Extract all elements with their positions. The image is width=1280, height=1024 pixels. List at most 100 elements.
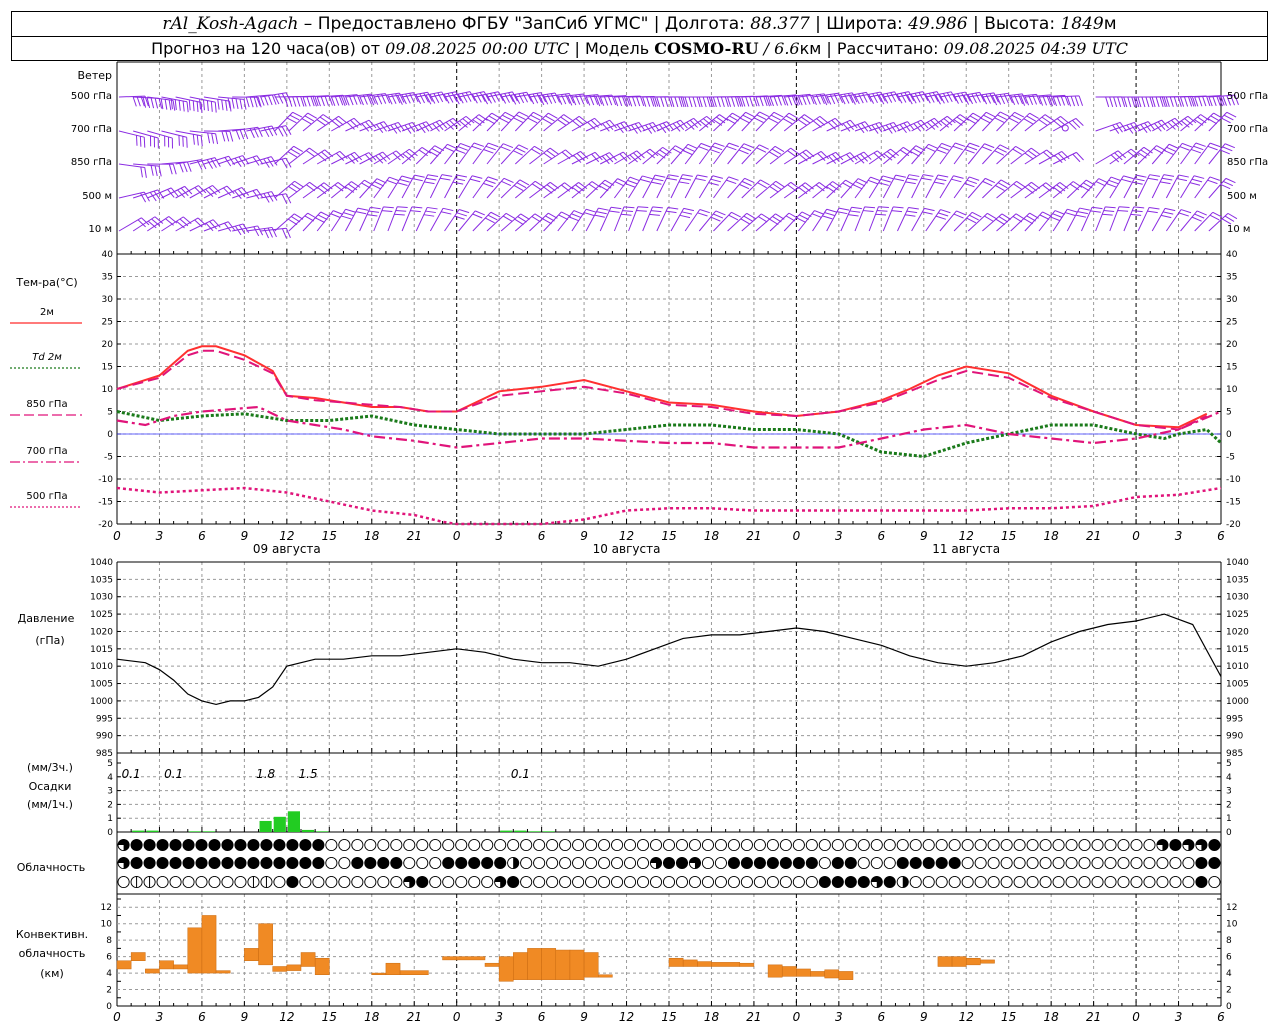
cloud-symbol: [352, 876, 363, 887]
hour-label: 0: [793, 529, 801, 543]
cloud-symbol: [845, 839, 856, 850]
hour-label: 0: [793, 1010, 801, 1024]
conv-bar: [542, 948, 556, 979]
date-label: 11 августа: [932, 542, 1000, 556]
y-tick-label: 5: [1226, 408, 1232, 418]
cloud-symbol: [962, 839, 973, 850]
cloud-symbol: [910, 839, 921, 850]
cloud-symbol: [871, 839, 882, 850]
cloud-symbol: [521, 857, 532, 868]
conv-bar: [556, 950, 570, 980]
conv-bar: [287, 965, 301, 971]
cloud-symbol: [611, 876, 622, 887]
y-tick-label: 995: [96, 714, 113, 724]
y-tick-label: -5: [104, 453, 113, 463]
wind-barb: [713, 177, 738, 198]
hour-label: 3: [495, 529, 503, 543]
y-tick-label: 3: [1226, 787, 1232, 797]
hour-label: 21: [1086, 529, 1101, 543]
wind-barb: [459, 211, 485, 231]
y-tick-label: 2: [1226, 800, 1232, 810]
hour-label: 6: [1217, 1010, 1225, 1024]
wind-barb: [459, 115, 488, 131]
cloud-symbol: [728, 876, 739, 887]
y-tick-label: 6: [1226, 953, 1232, 963]
calm-marker: [1062, 125, 1068, 131]
wind-barb: [1195, 212, 1222, 231]
wind-barb: [926, 210, 951, 231]
cloud-symbol: [624, 839, 635, 850]
y-tick-label: 1005: [1226, 680, 1249, 690]
cloud-symbol: [573, 876, 584, 887]
hour-label: 15: [322, 1010, 337, 1024]
wind-barb: [841, 207, 862, 231]
hour-label: 21: [407, 1010, 422, 1024]
wind-barb: [784, 212, 811, 231]
wind-barb: [416, 207, 437, 231]
wind-barb: [331, 209, 355, 231]
conv-bar: [782, 966, 796, 976]
wind-barb: [416, 175, 438, 198]
cloud-symbol: [1053, 839, 1064, 850]
cloud-full: [469, 857, 480, 868]
cloud-symbol: [1131, 839, 1142, 850]
cloud-symbol: [313, 876, 324, 887]
wind-barb: [813, 118, 843, 131]
precip-value-label: 0.1: [164, 767, 183, 781]
cloud-full: [183, 839, 194, 850]
cloud-symbol: [585, 839, 596, 850]
wind-barb: [699, 115, 728, 131]
wind-barb: [161, 131, 187, 148]
hour-label: 9: [920, 1010, 928, 1024]
wind-level-label: 500 гПа: [1227, 91, 1268, 102]
cloud-symbol: [1092, 857, 1103, 868]
hour-label: 3: [835, 529, 843, 543]
wind-barb: [289, 113, 317, 131]
cloud-symbol: [456, 876, 467, 887]
y-tick-label: 1000: [1226, 697, 1249, 707]
cloud-symbol: [988, 857, 999, 868]
wind-barb: [897, 207, 918, 231]
y-tick-label: 2: [107, 800, 113, 810]
wind-barb: [728, 144, 754, 164]
cloud-symbol: [547, 876, 558, 887]
y-tick-label: 20: [1226, 340, 1238, 350]
hour-label: 12: [279, 529, 294, 543]
wind-barb: [275, 96, 304, 106]
hour-label: 21: [407, 529, 422, 543]
conv-bar: [584, 953, 598, 978]
conv-bar: [825, 970, 839, 978]
wind-barb: [360, 207, 381, 231]
hour-label: 6: [538, 529, 546, 543]
y-tick-label: 8: [1226, 936, 1232, 946]
precip-bar: [146, 831, 158, 832]
cloud-symbol: [1105, 857, 1116, 868]
cloud-symbol: [1183, 857, 1194, 868]
wind-barb: [572, 118, 602, 131]
cloud-symbol: [1105, 876, 1116, 887]
wind-barb: [982, 145, 1009, 164]
y-tick-label: 4: [1226, 773, 1232, 783]
wind-barb: [671, 144, 698, 164]
cloud-symbol: [430, 876, 441, 887]
y-tick-label: 10: [102, 385, 114, 395]
y-tick-label: 0: [107, 828, 113, 838]
hour-label: 12: [619, 529, 634, 543]
cloud-full: [443, 857, 454, 868]
pressure-unit: (гПа): [35, 634, 64, 647]
cloud-symbol: [806, 839, 817, 850]
cloud-symbol: [1131, 876, 1142, 887]
cloud-symbol: [689, 876, 700, 887]
wind-barb: [133, 164, 161, 176]
wind-barb: [1124, 207, 1144, 231]
y-tick-label: 985: [96, 749, 113, 759]
y-tick-label: 985: [1226, 749, 1243, 759]
cloud-symbol: [573, 857, 584, 868]
wind-barb: [1053, 209, 1077, 231]
y-tick-label: 0: [1226, 430, 1232, 440]
wind-barb: [487, 144, 513, 164]
conv-bar: [131, 953, 145, 961]
cloud-symbol: [157, 876, 168, 887]
hour-label: 12: [959, 529, 974, 543]
